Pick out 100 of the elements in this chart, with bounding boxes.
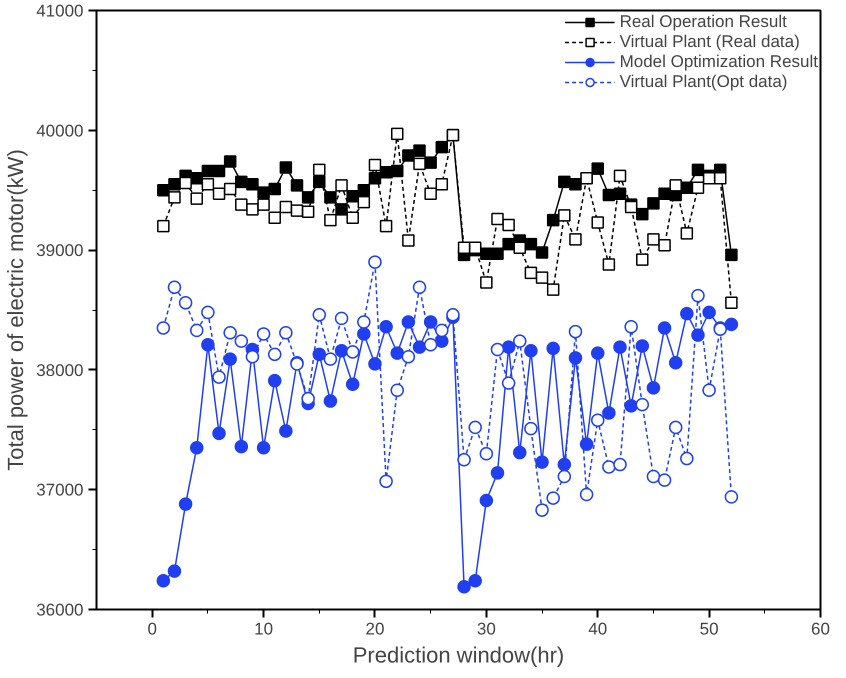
point: [692, 164, 704, 176]
legend-label: Real Operation Result: [620, 12, 787, 32]
point: [614, 170, 626, 182]
point: [590, 413, 604, 427]
point: [480, 494, 494, 508]
point: [346, 212, 359, 224]
point: [546, 342, 560, 356]
point: [524, 422, 538, 436]
y-tick-label: 39000: [36, 241, 84, 260]
point: [280, 200, 292, 214]
point: [234, 334, 248, 348]
x-tick-label: 50: [700, 620, 719, 638]
point: [168, 564, 182, 578]
point: [468, 241, 482, 254]
point: [702, 384, 716, 398]
point: [591, 216, 604, 229]
point: [190, 441, 204, 455]
point: [178, 497, 192, 511]
point: [390, 346, 404, 360]
point: [224, 155, 236, 168]
point: [268, 348, 282, 362]
point: [335, 179, 348, 192]
point: [302, 191, 314, 204]
point: [535, 503, 549, 517]
point: [536, 246, 548, 259]
x-tick-label: 0: [147, 620, 157, 638]
point: [368, 158, 382, 172]
y-tick-label: 36000: [36, 600, 84, 620]
point: [513, 446, 527, 460]
point: [580, 437, 594, 451]
point: [212, 426, 226, 440]
point: [301, 392, 315, 406]
point: [246, 350, 260, 364]
point: [725, 296, 738, 310]
point: [613, 340, 627, 354]
point: [602, 188, 616, 202]
y-tick-label: 37000: [36, 480, 84, 500]
point: [546, 283, 560, 296]
point: [412, 340, 426, 354]
point: [602, 258, 616, 271]
point: [256, 441, 270, 455]
point: [212, 164, 226, 178]
point: [223, 326, 237, 340]
point: [290, 179, 304, 192]
point: [379, 320, 393, 334]
point: [691, 288, 705, 302]
point: [358, 184, 370, 196]
point: [491, 247, 504, 260]
x-tick-label: 40: [588, 620, 608, 638]
point: [279, 326, 293, 340]
point: [302, 206, 314, 218]
point: [669, 179, 682, 192]
point: [157, 184, 170, 196]
point: [490, 342, 504, 356]
point: [580, 488, 594, 502]
point: [668, 420, 682, 434]
x-axis-title: Prediction window(hr): [352, 642, 564, 668]
point: [201, 338, 215, 352]
point: [424, 338, 438, 352]
point: [647, 197, 660, 210]
point: [402, 315, 416, 329]
point: [246, 203, 259, 216]
point: [280, 161, 292, 174]
legend-label: Virtual Plant (Real data): [620, 32, 800, 52]
point: [591, 162, 604, 175]
point: [157, 220, 170, 232]
point: [334, 312, 348, 326]
point: [290, 204, 304, 217]
point: [424, 156, 437, 169]
point: [368, 255, 382, 269]
point: [257, 198, 270, 211]
point: [569, 178, 582, 190]
point: [490, 466, 504, 480]
point: [312, 308, 326, 322]
point: [558, 458, 572, 472]
point: [224, 182, 236, 196]
point: [524, 238, 538, 250]
point: [324, 191, 337, 204]
point: [457, 580, 471, 594]
point: [680, 227, 694, 240]
point: [724, 318, 738, 332]
y-axis-title: Total power of electric motor(kW): [3, 149, 28, 471]
point: [346, 345, 360, 359]
point: [178, 296, 192, 310]
y-tick-label: 38000: [36, 360, 84, 380]
point: [558, 209, 571, 222]
point: [658, 321, 672, 335]
x-tick-label: 30: [476, 620, 496, 638]
point: [268, 182, 281, 196]
point: [334, 344, 348, 358]
point: [568, 324, 582, 338]
point: [468, 574, 482, 588]
point: [436, 140, 448, 154]
point: [658, 239, 671, 252]
point: [246, 178, 259, 190]
point: [223, 352, 237, 366]
point: [725, 248, 738, 262]
point: [468, 420, 482, 434]
point: [324, 214, 337, 226]
point: [680, 452, 694, 466]
